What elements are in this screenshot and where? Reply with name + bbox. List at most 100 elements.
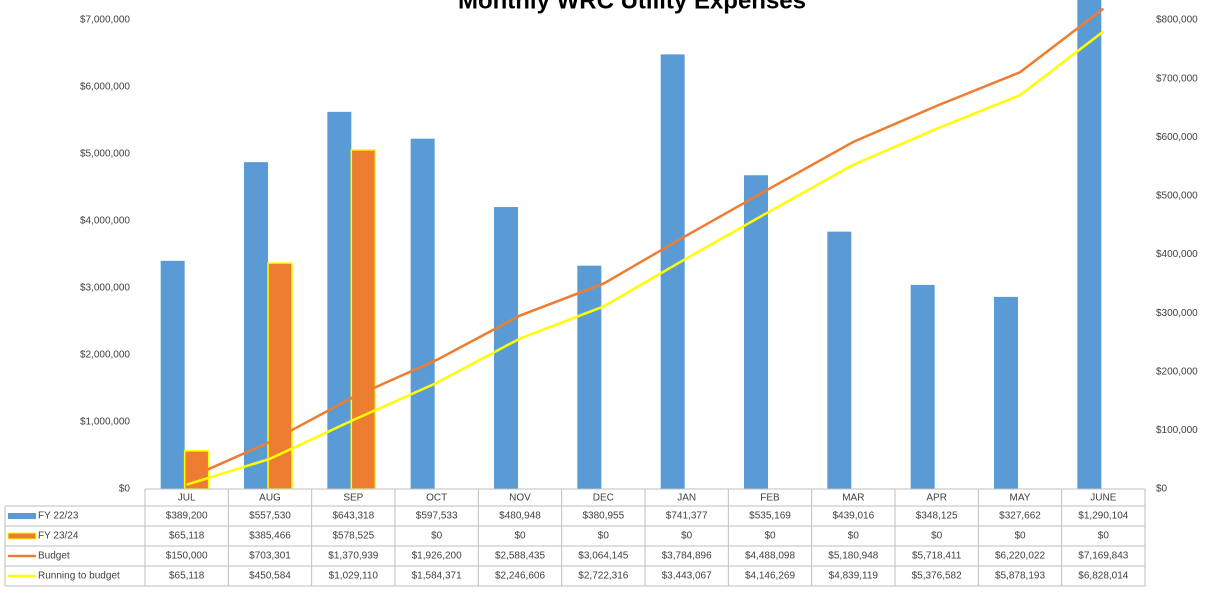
x-tick-label: AUG bbox=[259, 493, 281, 504]
legend-swatch bbox=[8, 513, 36, 519]
y2-tick-label: $600,000 bbox=[1156, 132, 1198, 143]
table-cell: $0 bbox=[681, 531, 693, 542]
table-cell: $2,588,435 bbox=[495, 551, 545, 562]
y-tick-label: $1,000,000 bbox=[80, 417, 130, 428]
y-tick-label: $3,000,000 bbox=[80, 283, 130, 294]
y2-tick-label: $500,000 bbox=[1156, 191, 1198, 202]
plot-area bbox=[160, 0, 1105, 489]
table-cell: $65,118 bbox=[169, 531, 205, 542]
x-tick-label: JUL bbox=[178, 493, 196, 504]
table-cell: $7,169,843 bbox=[1078, 551, 1128, 562]
table-cell: $0 bbox=[431, 531, 443, 542]
table-cell: $65,118 bbox=[169, 571, 205, 582]
table-cell: $0 bbox=[1014, 531, 1026, 542]
y2-tick-label: $400,000 bbox=[1156, 249, 1198, 260]
y2-tick-label: $300,000 bbox=[1156, 308, 1198, 319]
table-cell: $1,029,110 bbox=[329, 571, 379, 582]
bar bbox=[577, 265, 602, 489]
y-tick-label: $4,000,000 bbox=[80, 216, 130, 227]
bar bbox=[910, 284, 935, 489]
x-tick-label: OCT bbox=[426, 493, 447, 504]
bar bbox=[827, 231, 852, 489]
table-cell: $0 bbox=[514, 531, 526, 542]
table-cell: $480,948 bbox=[499, 511, 541, 522]
bar bbox=[160, 260, 185, 489]
line bbox=[186, 30, 1105, 486]
bar bbox=[350, 149, 377, 489]
table-cell: $3,443,067 bbox=[662, 571, 712, 582]
y-tick-label: $2,000,000 bbox=[80, 350, 130, 361]
table-cell: $741,377 bbox=[666, 511, 708, 522]
table-cell: $0 bbox=[764, 531, 776, 542]
table-cell: $4,146,269 bbox=[745, 571, 795, 582]
legend-label: FY 23/24 bbox=[38, 531, 79, 542]
table-cell: $150,000 bbox=[166, 551, 208, 562]
y-tick-label: $5,000,000 bbox=[80, 149, 130, 160]
table-cell: $1,926,200 bbox=[412, 551, 462, 562]
table-cell: $5,878,193 bbox=[995, 571, 1045, 582]
table-cell: $6,220,022 bbox=[995, 551, 1045, 562]
legend-label: Running to budget bbox=[38, 571, 120, 582]
x-tick-label: APR bbox=[926, 493, 947, 504]
x-tick-label: SEP bbox=[343, 493, 363, 504]
table-cell: $348,125 bbox=[916, 511, 958, 522]
table-cell: $535,169 bbox=[749, 511, 791, 522]
table-cell: $1,370,939 bbox=[328, 551, 378, 562]
x-tick-label: FEB bbox=[760, 493, 780, 504]
table-cell: $3,784,896 bbox=[662, 551, 712, 562]
y-tick-label: $6,000,000 bbox=[80, 82, 130, 93]
bar bbox=[744, 175, 768, 489]
table-cell: $0 bbox=[931, 531, 943, 542]
x-tick-label: DEC bbox=[593, 493, 614, 504]
bar bbox=[327, 111, 352, 489]
x-tick-label: JAN bbox=[677, 493, 696, 504]
table-cell: $0 bbox=[1098, 531, 1110, 542]
table-cell: $439,016 bbox=[832, 511, 874, 522]
x-tick-label: MAR bbox=[842, 493, 864, 504]
bar bbox=[1077, 0, 1102, 489]
table-cell: $6,828,014 bbox=[1078, 571, 1128, 582]
table-cell: $2,246,606 bbox=[495, 571, 545, 582]
y2-tick-label: $100,000 bbox=[1156, 425, 1198, 436]
y2-tick-label: $0 bbox=[1156, 484, 1168, 495]
table-cell: $5,180,948 bbox=[828, 551, 878, 562]
table-cell: $1,584,371 bbox=[412, 571, 462, 582]
x-tick-label: NOV bbox=[509, 493, 531, 504]
bar bbox=[244, 162, 268, 489]
table-cell: $385,466 bbox=[249, 531, 291, 542]
line bbox=[186, 7, 1105, 481]
bar bbox=[994, 296, 1018, 489]
table-cell: $5,718,411 bbox=[912, 551, 962, 562]
table-cell: $327,662 bbox=[999, 511, 1041, 522]
table-cell: $450,584 bbox=[249, 571, 291, 582]
table-cell: $380,955 bbox=[582, 511, 624, 522]
bar bbox=[410, 138, 435, 489]
legend-label: FY 22/23 bbox=[38, 511, 79, 522]
table-cell: $4,488,098 bbox=[745, 551, 795, 562]
table-cell: $1,290,104 bbox=[1078, 511, 1128, 522]
table-cell: $703,301 bbox=[249, 551, 291, 562]
bar bbox=[494, 207, 518, 489]
table-cell: $578,525 bbox=[332, 531, 374, 542]
table-cell: $389,200 bbox=[166, 511, 208, 522]
y-tick-label: $7,000,000 bbox=[80, 15, 130, 26]
y-tick-label: $0 bbox=[119, 484, 131, 495]
y2-tick-label: $700,000 bbox=[1156, 73, 1198, 84]
table-cell: $4,839,119 bbox=[829, 571, 879, 582]
chart-title: Monthly WRC Utility Expenses bbox=[458, 0, 806, 14]
table-cell: $0 bbox=[848, 531, 860, 542]
table-cell: $5,376,582 bbox=[912, 571, 962, 582]
table-cell: $3,064,145 bbox=[578, 551, 628, 562]
table-cell: $597,533 bbox=[416, 511, 458, 522]
x-tick-label: MAY bbox=[1010, 493, 1031, 504]
x-tick-label: JUNE bbox=[1090, 493, 1116, 504]
legend-swatch bbox=[7, 532, 37, 540]
table-cell: $557,530 bbox=[249, 511, 291, 522]
legend-label: Budget bbox=[38, 551, 70, 562]
y2-tick-label: $200,000 bbox=[1156, 366, 1198, 377]
table-cell: $643,318 bbox=[332, 511, 374, 522]
table-cell: $2,722,316 bbox=[578, 571, 628, 582]
table-cell: $0 bbox=[598, 531, 610, 542]
y2-tick-label: $800,000 bbox=[1156, 15, 1198, 26]
